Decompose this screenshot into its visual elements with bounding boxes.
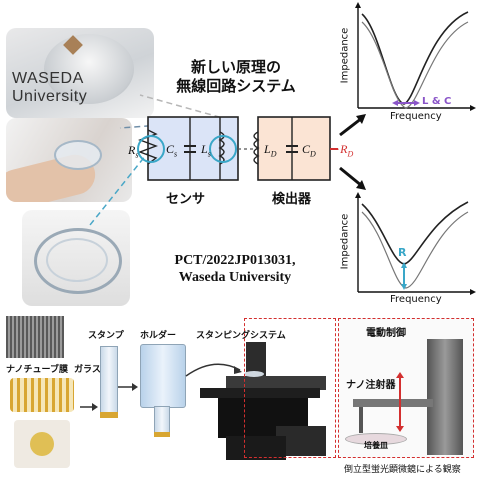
holder	[140, 344, 186, 408]
sensor-highlight-right	[209, 135, 237, 163]
sensor-box	[147, 116, 239, 181]
nanotube-sem	[6, 316, 64, 358]
label-rd: −RD	[332, 142, 354, 159]
plot-bottom-annotation: R	[398, 246, 407, 259]
sensor-highlight-left	[137, 135, 165, 163]
impedance-curve-top-2	[361, 21, 469, 109]
detector-box	[257, 116, 331, 181]
label-rs: Rs	[128, 143, 139, 160]
detector-label: 検出器	[272, 192, 312, 207]
lens-on-finger	[54, 140, 102, 170]
plot-top	[355, 2, 476, 111]
arrow-system	[185, 363, 242, 377]
lens-shape	[44, 34, 134, 104]
plot-bottom-xlabel: Frequency	[390, 294, 442, 305]
impedance-curve-bottom-2	[361, 211, 469, 289]
arrow-holder	[118, 383, 138, 391]
injector-needle	[359, 407, 363, 433]
arrow-stamp	[80, 403, 98, 411]
lens-coil	[34, 228, 122, 294]
stamp-tube	[100, 346, 118, 418]
title-line-1: 新しい原理の	[190, 58, 281, 76]
waseda-watermark: WASEDA University	[12, 70, 88, 105]
gold-membrane	[10, 378, 74, 412]
contact-lens-photo-1: WASEDA University	[6, 28, 154, 118]
patent-line-1: PCT/2022JP013031,	[174, 253, 296, 268]
main-title: 新しい原理の 無線回路システム	[146, 58, 326, 96]
label-dish: 培養皿	[364, 441, 388, 450]
coil-ls	[218, 131, 225, 165]
label-motor: 電動制御	[366, 328, 406, 339]
circuit-diagram	[89, 2, 476, 295]
lens-coil-inner	[46, 238, 108, 282]
label-ls: Ls	[201, 142, 211, 159]
label-cd: CD	[302, 142, 316, 159]
coil-ld	[253, 131, 260, 165]
label-nanotube: ナノチューブ膜	[6, 365, 69, 375]
microscope	[200, 342, 326, 460]
gold-disk	[14, 420, 70, 468]
patent-text: PCT/2022JP013031, Waseda University	[150, 252, 320, 286]
microscope-red-frame	[244, 318, 336, 458]
sensor-label: センサ	[166, 192, 206, 207]
contact-lens-photo-2	[6, 118, 132, 202]
plot-top-ylabel: Impedance	[339, 27, 351, 84]
dish	[345, 433, 407, 445]
patent-line-2: Waseda University	[178, 270, 292, 285]
label-ld: LD	[264, 142, 277, 159]
stamp-tip	[100, 412, 118, 418]
vertical-arrow	[396, 372, 404, 432]
zoom-panel	[338, 318, 474, 458]
caption: 倒立型蛍光顕微鏡による観察	[344, 465, 461, 475]
dashed-link-2	[139, 94, 231, 121]
arrow-down	[339, 166, 363, 188]
motor-column	[427, 339, 463, 455]
holder-tip	[154, 432, 170, 437]
plot-bottom-ylabel: Impedance	[339, 213, 351, 270]
label-system: スタンピングシステム	[196, 331, 286, 341]
label-stamp: スタンプ	[88, 331, 124, 341]
plot-top-xlabel: Frequency	[390, 111, 442, 122]
contact-lens-photo-3	[22, 210, 130, 306]
impedance-curve-bottom-1	[361, 201, 469, 265]
label-cs: Cs	[166, 142, 178, 159]
plot-top-annotation: L & C	[422, 96, 452, 107]
plot-bottom	[355, 192, 476, 295]
motor-arm	[353, 399, 433, 407]
label-glass: ガラス管	[74, 365, 110, 375]
label-injector: ナノ注射器	[346, 380, 396, 391]
impedance-curve-top-1	[361, 11, 469, 105]
dashed-link-3	[89, 149, 151, 226]
title-line-2: 無線回路システム	[176, 77, 296, 95]
resistor-rs	[138, 129, 158, 165]
arrow-up	[339, 116, 363, 137]
label-holder: ホルダー	[140, 331, 177, 341]
